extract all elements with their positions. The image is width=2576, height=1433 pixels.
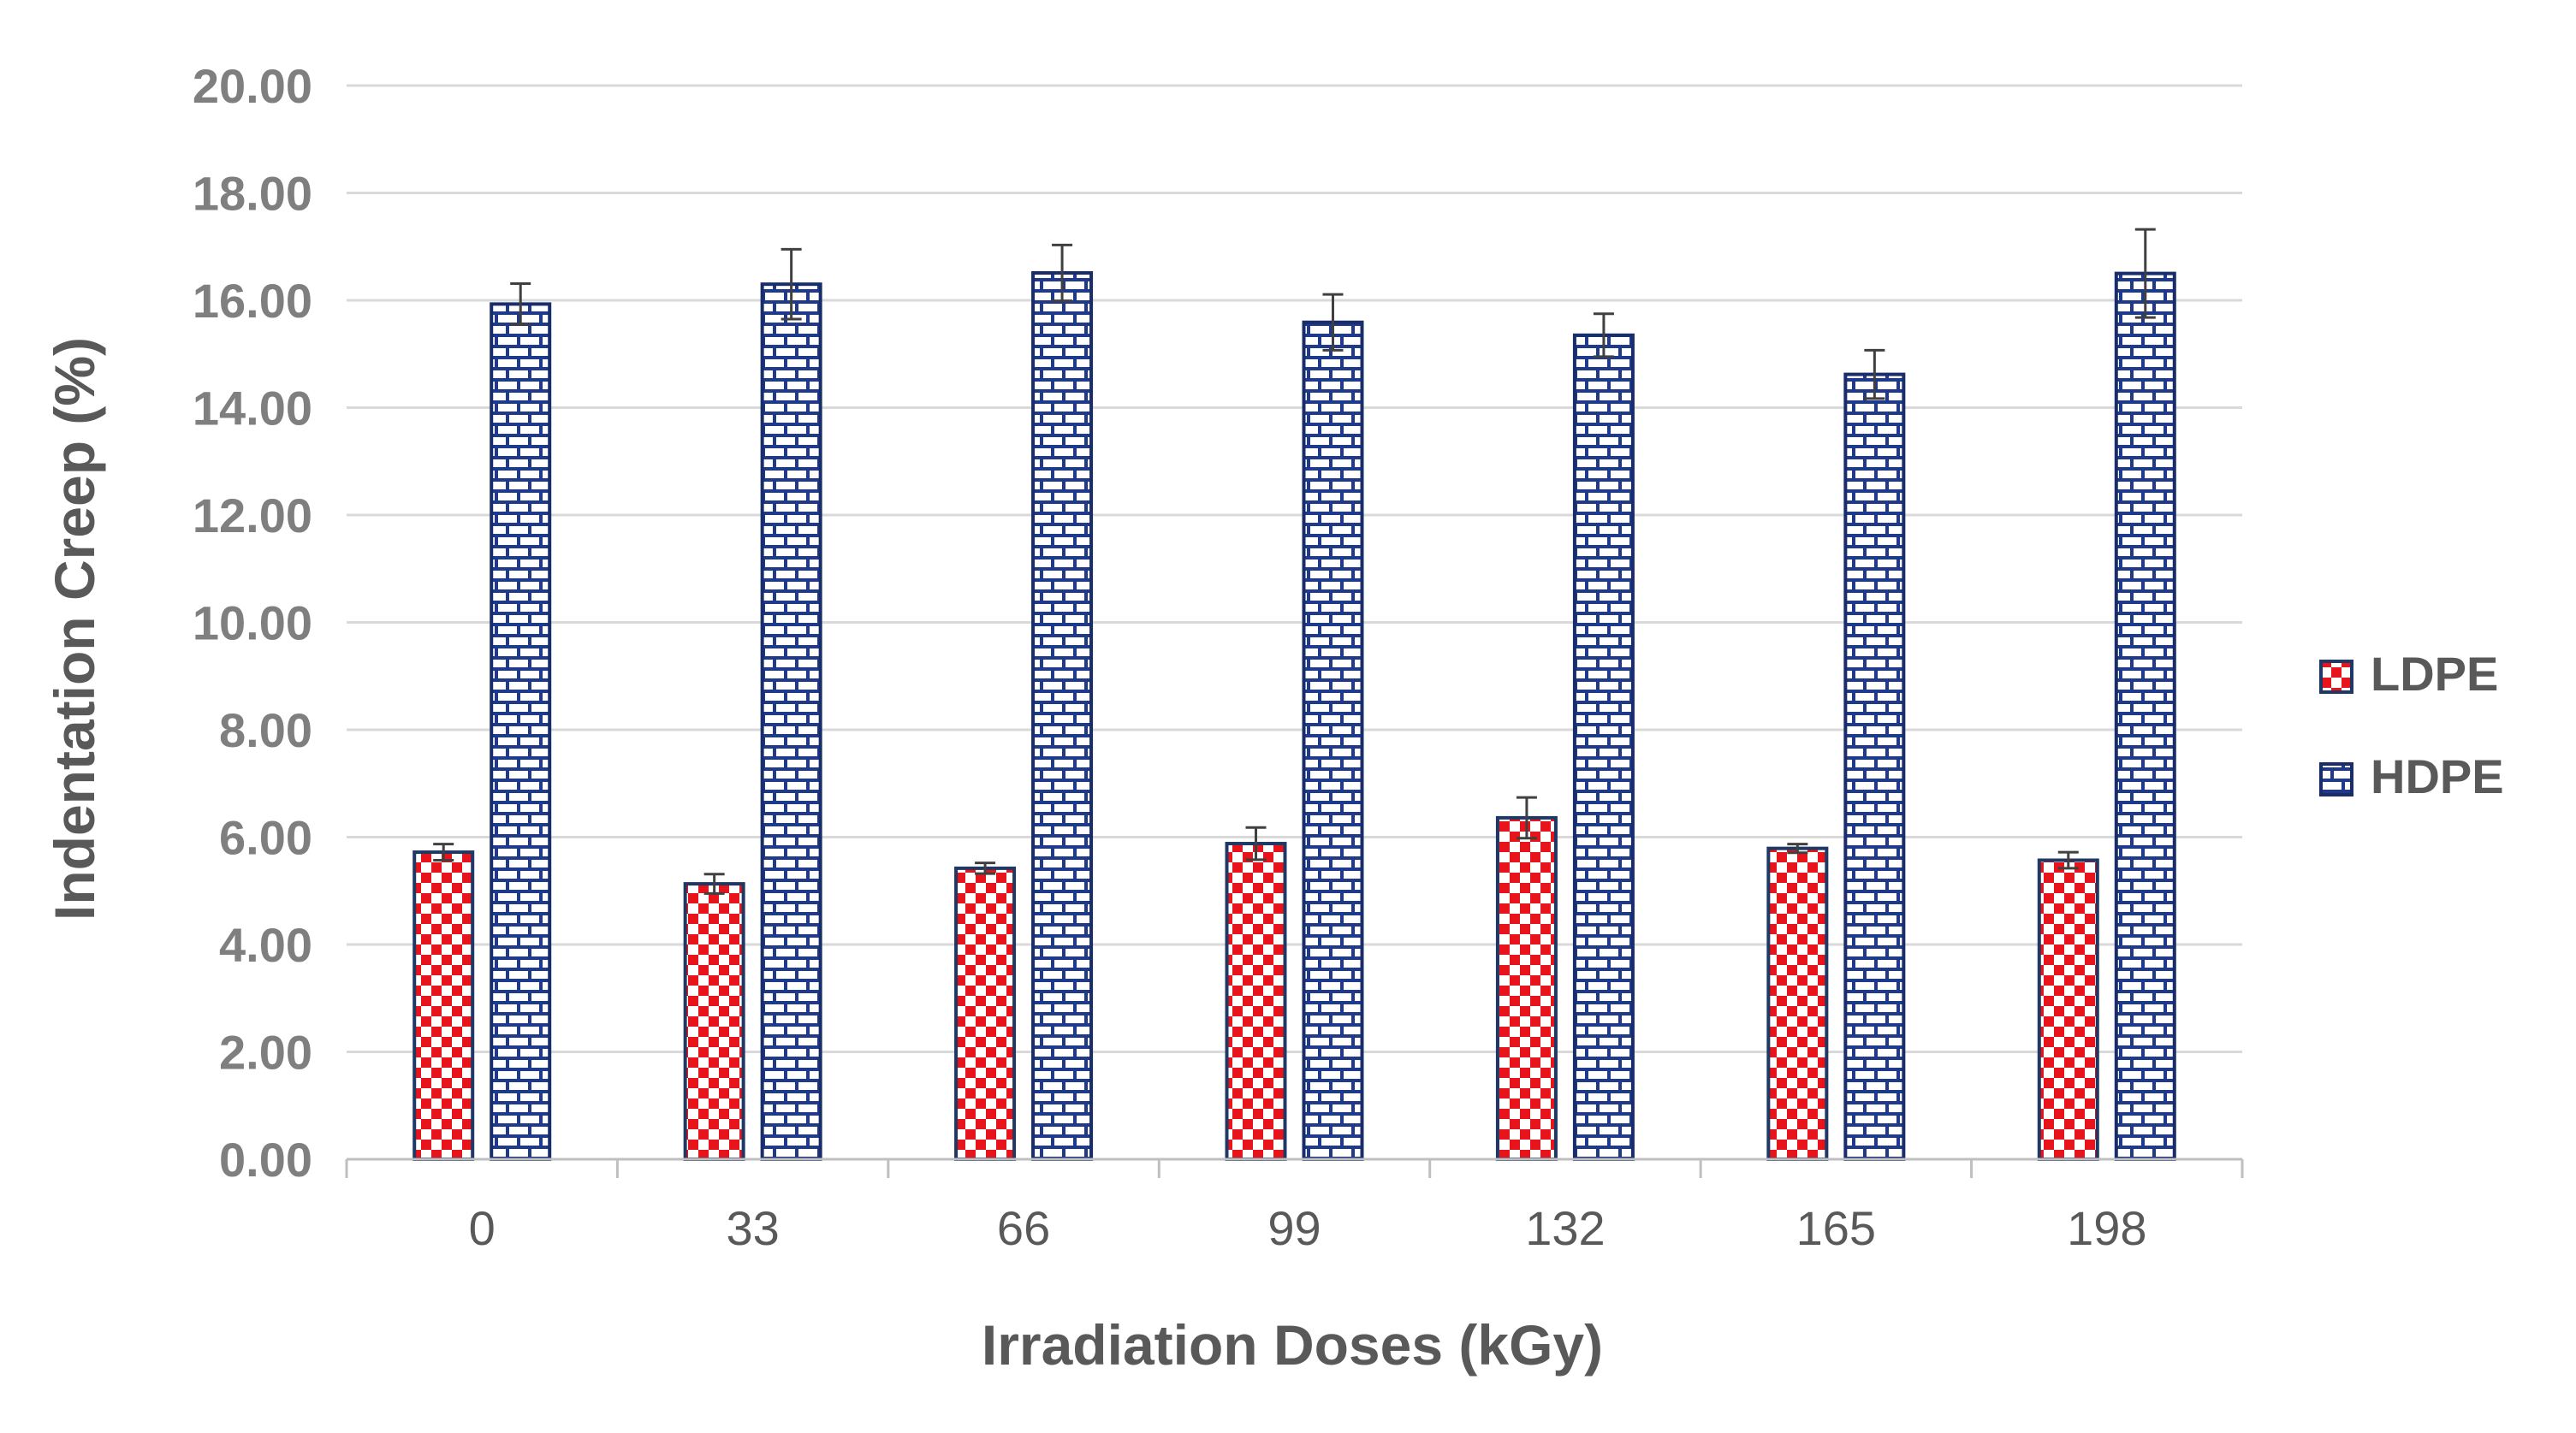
y-tick-label: 0.00: [219, 1133, 312, 1187]
axes: 0.00 2.00 4.00 6.00 8.00 10.00 12.00 14.00 16.00…: [193, 59, 2244, 1255]
error-bar: [703, 873, 725, 895]
x-tick-label: 99: [1267, 1201, 1321, 1255]
y-tick-label: 16.00: [193, 274, 312, 328]
y-tick-label: 18.00: [193, 167, 312, 221]
bar-ldpe: [1225, 842, 1287, 1162]
error-bar: [975, 862, 996, 875]
bar-hdpe: [490, 302, 552, 1161]
gridlines: [347, 84, 2242, 1053]
legend-swatch-ldpe: [2319, 660, 2353, 694]
bar-hdpe: [2114, 271, 2176, 1161]
y-tick-label: 2.00: [219, 1026, 312, 1080]
error-bar: [1322, 293, 1344, 352]
error-bar: [1516, 796, 1537, 840]
bar-hdpe: [1302, 320, 1364, 1162]
y-tick-label: 12.00: [193, 489, 312, 542]
y-tick-label: 14.00: [193, 382, 312, 435]
bar-ldpe: [1495, 815, 1558, 1161]
y-tick-label: 8.00: [219, 703, 312, 757]
bar-ldpe: [683, 882, 745, 1162]
error-bar: [1052, 243, 1073, 303]
error-bar: [1593, 312, 1614, 358]
bar-hdpe: [1031, 270, 1094, 1161]
bar-hdpe: [760, 282, 822, 1161]
error-bar: [1245, 826, 1267, 862]
x-axis-title: Irradiation Doses (kGy): [982, 1313, 1603, 1377]
x-tick-label: 66: [997, 1201, 1050, 1255]
x-tick-label: 33: [726, 1201, 779, 1255]
bar-ldpe: [954, 866, 1017, 1162]
error-bar: [2134, 228, 2156, 319]
bar-hdpe: [1572, 333, 1635, 1162]
legend-label-ldpe: LDPE: [2371, 647, 2498, 701]
y-tick-label: 10.00: [193, 596, 312, 650]
x-tick-label: 132: [1525, 1201, 1605, 1255]
legend-swatch-hdpe: [2319, 762, 2353, 796]
legend: LDPE HDPE: [2319, 647, 2504, 803]
x-tick-label: 198: [2067, 1201, 2146, 1255]
legend-label-hdpe: HDPE: [2371, 749, 2504, 803]
y-tick-label: 6.00: [219, 811, 312, 865]
error-bar: [2057, 850, 2079, 870]
y-tick-label: 4.00: [219, 918, 312, 972]
y-tick-label: 20.00: [193, 59, 312, 113]
error-bar: [510, 282, 531, 326]
bar-ldpe: [2037, 858, 2099, 1161]
y-axis-title: Indentation Creep (%): [43, 337, 106, 921]
bar-ldpe: [413, 850, 475, 1161]
bar-hdpe: [1843, 372, 1906, 1162]
x-tick-label: 165: [1796, 1201, 1876, 1255]
error-bar: [781, 247, 802, 321]
bars: [413, 228, 2176, 1162]
bar-ldpe: [1766, 846, 1829, 1161]
error-bar: [433, 843, 454, 862]
x-tick-label: 0: [469, 1201, 496, 1255]
error-bar: [1864, 348, 1885, 400]
error-bar: [1787, 843, 1808, 855]
